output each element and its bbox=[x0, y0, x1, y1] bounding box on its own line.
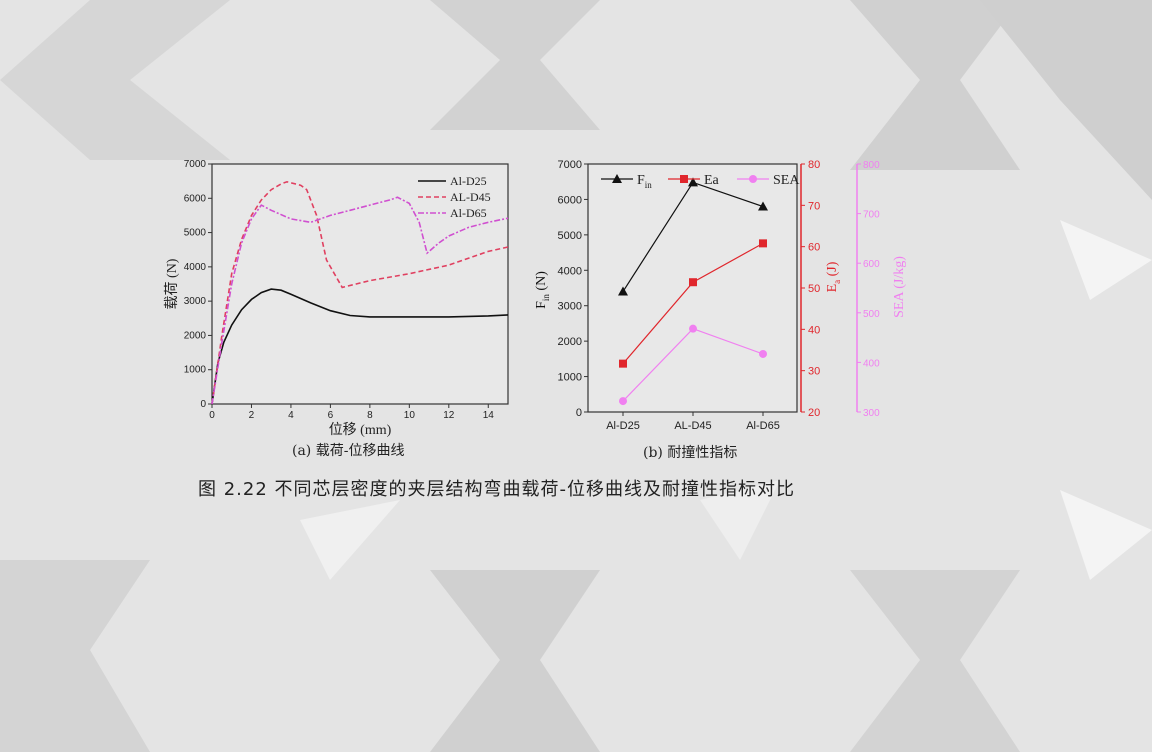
y-tick-label: 3000 bbox=[558, 301, 582, 313]
x-axis-label: 位移 (mm) bbox=[329, 422, 392, 438]
ea-tick-label: 30 bbox=[808, 366, 820, 378]
y-tick-label: 4000 bbox=[184, 262, 207, 273]
ea-axis-label-sub: a bbox=[832, 280, 842, 284]
y-tick-label: 3000 bbox=[184, 296, 207, 307]
sea-tick-label: 300 bbox=[863, 408, 880, 419]
y-tick-label: 7000 bbox=[558, 159, 582, 171]
sea-axis-label-unit: (J/kg) bbox=[892, 256, 907, 293]
ea-tick-label: 20 bbox=[808, 407, 820, 419]
data-point-f bbox=[688, 177, 698, 187]
category-label: Al-D65 bbox=[746, 420, 780, 432]
y-tick-label: 5000 bbox=[558, 230, 582, 242]
data-point-f bbox=[758, 201, 768, 211]
legend-marker bbox=[749, 175, 757, 183]
ea-axis-label-unit: (J) bbox=[825, 261, 840, 280]
x-tick-label: 2 bbox=[249, 410, 255, 421]
data-point-sea bbox=[759, 349, 767, 358]
series-line-al-d45 bbox=[211, 180, 509, 405]
fin-axis-label-sub: in bbox=[541, 294, 551, 302]
data-point-sea bbox=[689, 324, 697, 333]
legend-label-main: SEA bbox=[773, 173, 800, 188]
series-line-al-d25 bbox=[211, 288, 509, 405]
chart-a-title: (a) 载荷-位移曲线 bbox=[292, 443, 405, 459]
legend-label: Ea bbox=[704, 173, 720, 188]
fin-axis-label: Fin (N) bbox=[534, 271, 551, 309]
y-tick-label: 4000 bbox=[558, 265, 582, 277]
ea-tick-label: 80 bbox=[808, 159, 820, 171]
x-tick-label: 12 bbox=[443, 410, 455, 421]
legend-label-main: F bbox=[637, 173, 645, 188]
y-tick-label: 5000 bbox=[184, 228, 207, 239]
x-tick-label: 10 bbox=[404, 410, 416, 421]
y-tick-label: 1000 bbox=[558, 372, 582, 384]
data-point-ea bbox=[619, 359, 627, 368]
legend-label: AL-D45 bbox=[450, 190, 491, 204]
y-tick-label: 2000 bbox=[558, 336, 582, 348]
y-tick-label: 6000 bbox=[558, 194, 582, 206]
legend-label: Fin bbox=[637, 173, 652, 190]
series-line-al-d65 bbox=[211, 196, 509, 405]
category-label: Al-D25 bbox=[606, 420, 640, 432]
legend-label-main: Ea bbox=[704, 173, 720, 188]
sea-tick-label: 800 bbox=[863, 160, 880, 171]
data-point-sea bbox=[619, 397, 627, 406]
ea-tick-label: 60 bbox=[808, 242, 820, 254]
ea-axis-label-main: E bbox=[825, 284, 840, 293]
ea-tick-label: 50 bbox=[808, 283, 820, 295]
y-tick-label: 2000 bbox=[184, 330, 207, 341]
sea-axis-label-main: SEA bbox=[892, 291, 907, 318]
x-tick-label: 4 bbox=[288, 410, 294, 421]
plot-frame bbox=[211, 163, 509, 405]
legend-marker bbox=[680, 175, 688, 183]
ea-axis-label: Ea (J) bbox=[825, 261, 842, 292]
x-tick-label: 8 bbox=[367, 410, 373, 421]
legend-marker bbox=[612, 174, 622, 183]
sea-axis-label: SEA (J/kg) bbox=[892, 256, 907, 318]
legend-label: SEA bbox=[773, 173, 800, 188]
y-tick-label: 6000 bbox=[184, 193, 207, 204]
sea-tick-label: 500 bbox=[863, 309, 880, 320]
sea-tick-label: 600 bbox=[863, 259, 880, 270]
category-label: AL-D45 bbox=[674, 420, 711, 432]
fin-axis-label-unit: (N) bbox=[534, 271, 549, 294]
chart-b-title: (b) 耐撞性指标 bbox=[643, 445, 738, 461]
y-tick-label: 7000 bbox=[184, 159, 207, 170]
ea-tick-label: 40 bbox=[808, 324, 820, 336]
sea-tick-label: 400 bbox=[863, 358, 880, 369]
data-point-ea bbox=[689, 278, 697, 287]
plot-frame bbox=[587, 163, 798, 413]
sea-tick-label: 700 bbox=[863, 210, 880, 221]
ea-tick-label: 70 bbox=[808, 200, 820, 212]
legend-label-sub: in bbox=[645, 180, 653, 190]
legend-label: Al-D65 bbox=[450, 206, 487, 220]
data-point-ea bbox=[759, 239, 767, 248]
y-tick-label: 1000 bbox=[184, 365, 207, 376]
x-tick-label: 14 bbox=[483, 410, 495, 421]
data-point-f bbox=[618, 286, 628, 296]
fin-axis-label-main: F bbox=[534, 301, 549, 309]
x-tick-label: 0 bbox=[209, 410, 215, 421]
x-tick-label: 6 bbox=[328, 410, 334, 421]
y-tick-label: 0 bbox=[576, 407, 582, 419]
y-axis-label: 载荷 (N) bbox=[164, 258, 180, 309]
legend-label: Al-D25 bbox=[450, 174, 487, 188]
figure-caption: 图 2.22 不同芯层密度的夹层结构弯曲载荷-位移曲线及耐撞性指标对比 bbox=[198, 479, 796, 500]
y-tick-label: 0 bbox=[200, 399, 206, 410]
